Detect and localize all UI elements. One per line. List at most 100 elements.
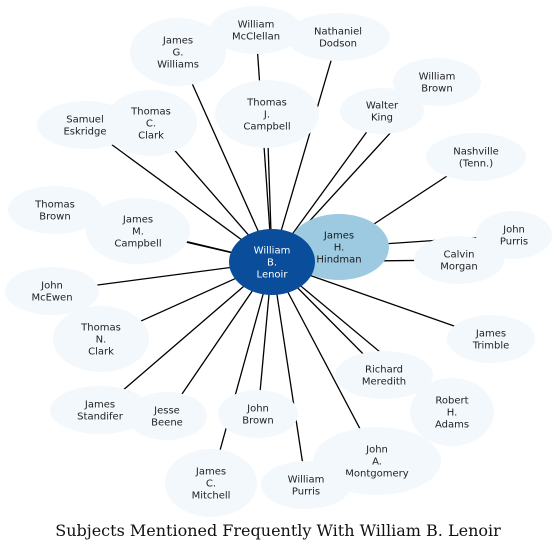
node-label-king: Walter xyxy=(366,101,399,112)
node-label-adams: Adams xyxy=(435,420,469,431)
node-shape-king xyxy=(340,88,424,134)
node-shape-adams xyxy=(410,378,494,446)
node-label-w-purris: William xyxy=(288,475,325,486)
node-label-lenoir: Lenoir xyxy=(257,270,289,281)
node-shape-t-brown xyxy=(8,186,102,234)
node-shape-t-campbell xyxy=(215,80,319,148)
node-shape-w-brown xyxy=(393,58,481,106)
node-shape-dodson xyxy=(286,13,390,61)
node-label-dodson: Dodson xyxy=(319,39,357,50)
node-label-mcewen: John xyxy=(40,281,63,292)
node-label-eskridge: Eskridge xyxy=(63,127,106,138)
node-label-t-campbell: J. xyxy=(263,110,270,121)
node-label-g-williams: Williams xyxy=(157,60,199,71)
node-label-j-purris: John xyxy=(502,225,525,236)
node-label-w-brown: Brown xyxy=(421,84,452,95)
node-label-trimble: James xyxy=(475,329,506,340)
node-label-j-brown: John xyxy=(246,404,269,415)
node-shape-nashville xyxy=(426,133,526,181)
edge-lenoir-dodson xyxy=(271,36,339,263)
node-label-standifer: James xyxy=(84,400,115,411)
node-label-meredith: Meredith xyxy=(362,377,406,388)
node-label-beene: Jesse xyxy=(153,406,180,417)
node-label-montgomery: Montgomery xyxy=(345,469,408,480)
node-shape-standifer xyxy=(50,386,150,434)
node-label-adams: H. xyxy=(447,408,458,419)
node-label-meredith: Richard xyxy=(365,365,403,376)
node-label-j-campbell: Campbell xyxy=(114,239,161,250)
edge-lenoir-g-williams xyxy=(177,51,273,263)
node-label-mitchell: Mitchell xyxy=(192,491,231,502)
node-label-j-campbell: M. xyxy=(132,227,144,238)
node-label-king: King xyxy=(371,113,393,124)
node-label-w-brown: William xyxy=(419,72,456,83)
node-label-lenoir: B. xyxy=(267,258,277,269)
node-label-mitchell: C. xyxy=(206,479,216,490)
node-label-t-clark-n: N. xyxy=(96,335,107,346)
node-shape-t-clark-c xyxy=(105,90,197,156)
node-shape-mcewen xyxy=(5,267,99,315)
node-label-j-campbell: James xyxy=(122,215,153,226)
node-label-t-brown: Thomas xyxy=(34,200,75,211)
node-label-lenoir: William xyxy=(254,246,291,257)
node-label-trimble: Trimble xyxy=(472,341,510,352)
node-shape-mitchell xyxy=(165,449,257,517)
node-label-w-purris: Purris xyxy=(292,487,320,498)
node-label-hindman: James xyxy=(323,231,354,242)
node-shape-meredith xyxy=(335,351,433,399)
node-label-montgomery: A. xyxy=(372,457,382,468)
node-label-g-williams: G. xyxy=(173,48,184,59)
node-label-t-clark-c: C. xyxy=(146,119,156,130)
node-shape-lenoir xyxy=(229,229,315,295)
node-label-hindman: Hindman xyxy=(316,255,361,266)
diagram-title: Subjects Mentioned Frequently With Willi… xyxy=(55,521,501,540)
edge-lenoir-w-purris xyxy=(271,261,307,486)
node-label-t-clark-n: Clark xyxy=(88,347,114,358)
node-label-mcewen: McEwen xyxy=(31,293,72,304)
node-label-dodson: Nathaniel xyxy=(314,27,362,38)
node-label-adams: Robert xyxy=(435,396,468,407)
node-shape-beene xyxy=(127,392,207,440)
node-label-t-clark-n: Thomas xyxy=(80,323,121,334)
node-label-nashville: (Tenn.) xyxy=(459,159,493,170)
node-label-t-brown: Brown xyxy=(39,212,70,223)
node-label-montgomery: John xyxy=(365,445,388,456)
node-shape-morgan xyxy=(414,236,504,284)
node-shape-mcclellan xyxy=(210,6,302,54)
node-label-t-campbell: Thomas xyxy=(246,98,287,109)
node-shape-g-williams xyxy=(130,18,226,86)
node-shape-t-clark-n xyxy=(53,306,149,372)
node-label-t-clark-c: Thomas xyxy=(130,107,171,118)
edge-lenoir-eskridge xyxy=(84,124,273,263)
node-label-j-brown: Brown xyxy=(242,416,273,427)
node-label-mcclellan: William xyxy=(238,20,275,31)
node-label-mitchell: James xyxy=(195,467,226,478)
node-label-t-campbell: Campbell xyxy=(243,122,290,133)
node-label-beene: Beene xyxy=(151,418,183,429)
node-shape-w-purris xyxy=(261,461,351,509)
node-label-j-purris: Purris xyxy=(500,237,528,248)
node-label-morgan: Calvin xyxy=(444,250,475,261)
node-nashville: Nashville(Tenn.) xyxy=(426,133,526,181)
